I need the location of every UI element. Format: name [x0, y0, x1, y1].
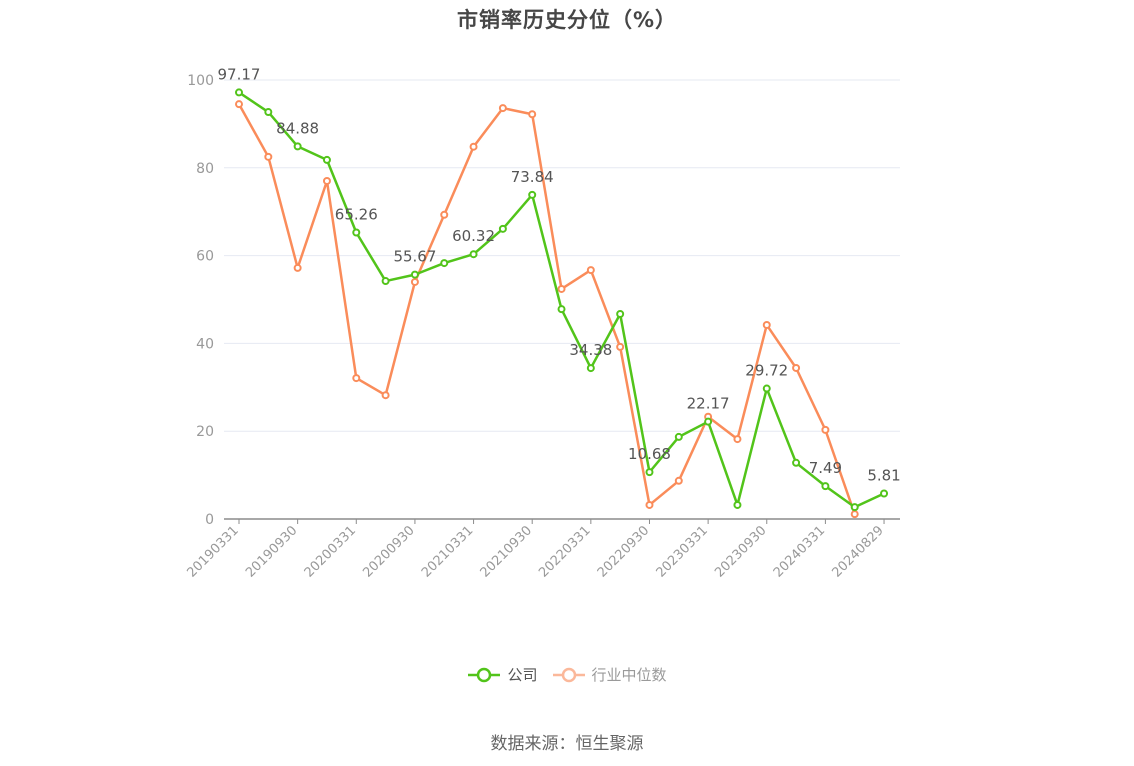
y-axis: 0 20 40 60 80 100: [187, 73, 214, 528]
data-source: 数据来源：恒生聚源: [490, 734, 644, 754]
series-company: [235, 88, 889, 512]
chart-title: 市销率历史分位（%）: [456, 8, 678, 32]
svg-text:20210331: 20210331: [419, 523, 476, 580]
svg-text:10.68: 10.68: [628, 445, 671, 463]
svg-text:20240331: 20240331: [771, 523, 828, 580]
svg-text:20230331: 20230331: [654, 523, 711, 580]
series-industry-median: [235, 100, 859, 519]
svg-text:84.88: 84.88: [276, 119, 319, 137]
svg-text:0: 0: [205, 512, 214, 528]
legend-line-circle-icon: [552, 667, 585, 682]
svg-text:34.38: 34.38: [569, 341, 612, 359]
legend-label-industry: 行业中位数: [591, 666, 667, 684]
legend-item-industry[interactable]: 行业中位数: [552, 664, 667, 685]
svg-text:20230930: 20230930: [712, 523, 769, 580]
svg-text:20210930: 20210930: [478, 523, 535, 580]
svg-text:80: 80: [196, 161, 214, 177]
svg-text:20200331: 20200331: [302, 523, 359, 580]
svg-text:22.17: 22.17: [687, 395, 730, 413]
svg-text:73.84: 73.84: [511, 168, 554, 186]
svg-text:97.17: 97.17: [218, 65, 261, 83]
svg-text:60.32: 60.32: [452, 227, 495, 245]
legend-item-company[interactable]: 公司: [467, 664, 538, 685]
svg-text:20220331: 20220331: [536, 523, 593, 580]
svg-text:20240829: 20240829: [829, 523, 886, 580]
svg-text:100: 100: [187, 73, 214, 89]
svg-text:55.67: 55.67: [393, 248, 436, 266]
legend: 公司 行业中位数: [0, 664, 1134, 685]
svg-text:20200930: 20200930: [360, 523, 417, 580]
svg-text:60: 60: [196, 249, 214, 265]
svg-text:20190930: 20190930: [243, 523, 300, 580]
legend-label-company: 公司: [507, 666, 538, 684]
svg-text:40: 40: [196, 336, 214, 352]
svg-text:7.49: 7.49: [809, 459, 842, 477]
svg-text:20: 20: [196, 424, 214, 440]
legend-line-circle-icon: [468, 667, 501, 682]
svg-text:29.72: 29.72: [745, 362, 788, 380]
grid-lines: [224, 79, 900, 432]
svg-text:5.81: 5.81: [867, 466, 900, 484]
svg-text:20220930: 20220930: [595, 523, 652, 580]
data-labels: 97.17 84.88 65.26 55.67 60.32 73.84 34.38 10.68…: [218, 65, 901, 484]
svg-text:20190331: 20190331: [184, 523, 241, 580]
x-axis: 20190331 20190930 20200331 20200930 20210331…: [184, 518, 900, 581]
svg-text:65.26: 65.26: [335, 206, 378, 224]
